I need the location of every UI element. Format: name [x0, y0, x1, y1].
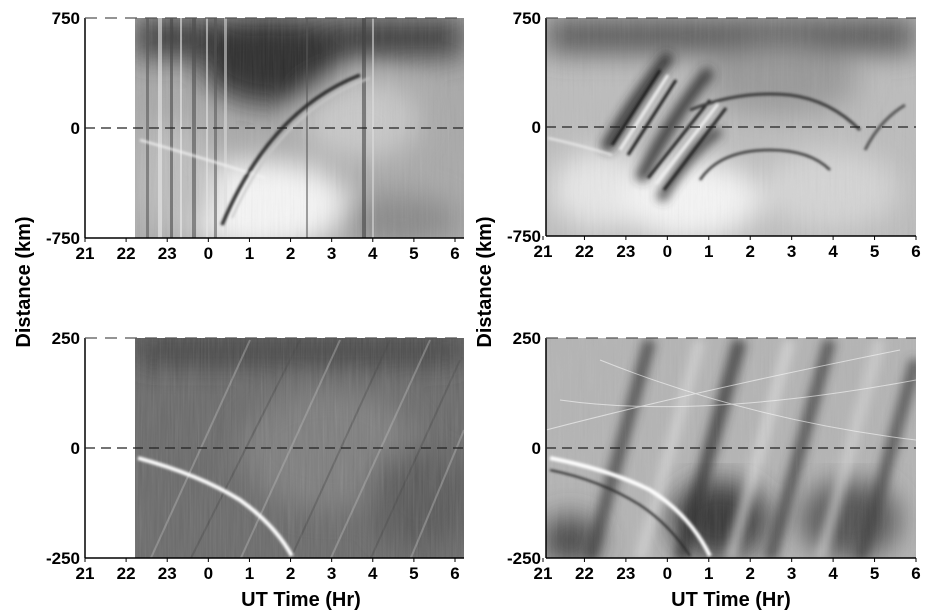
panel-top-right: [546, 18, 916, 236]
x-tick-label: 22: [575, 242, 594, 261]
y-axis-label-right: Distance (km): [474, 216, 496, 347]
x-tick-label: 1: [245, 564, 254, 583]
x-tick-label: 4: [828, 564, 838, 583]
x-tick-label: 3: [787, 564, 796, 583]
x-tick-label: 23: [158, 564, 177, 583]
y-axis-label: Distance (km): [13, 216, 35, 347]
panel-bottom-left: [135, 338, 464, 558]
x-tick-label: 23: [616, 564, 635, 583]
x-tick-label: 21: [534, 242, 553, 261]
panel-bottom-right: [546, 338, 916, 558]
x-axis-label-left: UT Time (Hr): [241, 589, 361, 611]
x-tick-label: 23: [616, 242, 635, 261]
x-tick-label: 6: [911, 242, 920, 261]
x-tick-label: 5: [409, 564, 418, 583]
x-tick-label: 0: [204, 244, 213, 263]
x-tick-label: 4: [368, 564, 378, 583]
y-tick-label: 750: [52, 9, 80, 28]
heatmap-image-bottom-left: [135, 338, 464, 558]
y-tick-label: -750: [46, 229, 80, 248]
heatmap-image-bottom-right: [546, 338, 916, 558]
x-tick-label: 2: [286, 564, 295, 583]
x-tick-label: 1: [245, 244, 254, 263]
x-tick-label: 3: [327, 244, 336, 263]
x-tick-label: 21: [76, 244, 95, 263]
x-tick-label: 21: [76, 564, 95, 583]
y-tick-label: -750: [507, 227, 541, 246]
x-tick-label: 0: [204, 564, 213, 583]
y-tick-label: -250: [46, 549, 80, 568]
x-tick-label: 5: [409, 244, 418, 263]
x-tick-label: 4: [368, 244, 378, 263]
x-tick-label: 22: [575, 564, 594, 583]
x-tick-label: 2: [286, 244, 295, 263]
x-tick-label: 1: [704, 242, 713, 261]
x-tick-label: 1: [704, 564, 713, 583]
x-tick-label: 4: [828, 242, 838, 261]
x-axis-label-right: UT Time (Hr): [671, 589, 791, 611]
x-tick-label: 3: [327, 564, 336, 583]
y-tick-label: 750: [513, 9, 541, 28]
y-tick-label: 0: [71, 119, 80, 138]
x-tick-label: 0: [663, 564, 672, 583]
x-tick-label: 22: [117, 244, 136, 263]
x-tick-label: 2: [745, 242, 754, 261]
x-tick-label: 3: [787, 242, 796, 261]
heatmap-image-top-left: [135, 18, 464, 238]
x-tick-label: 5: [870, 564, 879, 583]
x-tick-label: 22: [117, 564, 136, 583]
y-tick-label: 0: [532, 118, 541, 137]
x-tick-label: 6: [911, 564, 920, 583]
y-tick-label: -250: [507, 549, 541, 568]
y-tick-label: 0: [532, 439, 541, 458]
x-tick-label: 5: [870, 242, 879, 261]
x-tick-label: 23: [158, 244, 177, 263]
x-tick-label: 6: [450, 244, 459, 263]
x-tick-label: 0: [663, 242, 672, 261]
y-tick-label: 0: [71, 439, 80, 458]
x-tick-label: 21: [534, 564, 553, 583]
y-tick-label: 250: [513, 329, 541, 348]
x-tick-label: 6: [450, 564, 459, 583]
panel-top-left: [135, 18, 464, 238]
x-tick-label: 2: [745, 564, 754, 583]
heatmap-image-top-right: [546, 18, 916, 236]
y-tick-label: 250: [52, 329, 80, 348]
